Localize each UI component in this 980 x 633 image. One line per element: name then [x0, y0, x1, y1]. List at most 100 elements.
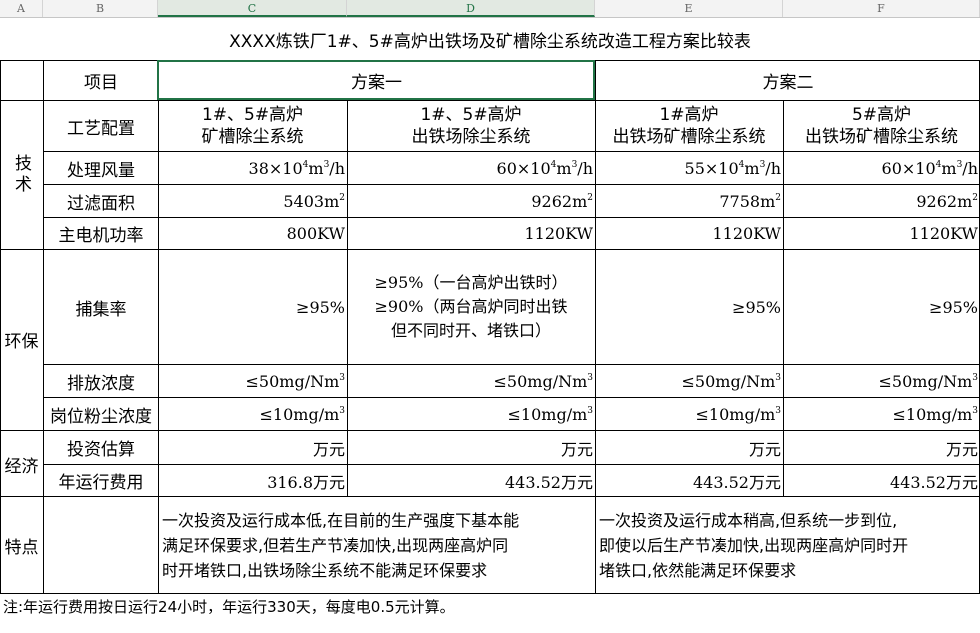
airflow-c-m3: 3	[323, 160, 330, 170]
process-e-line1: 1#高炉	[659, 105, 719, 125]
airflow-c-value: 38×10	[248, 158, 303, 178]
airflow-e-m3: 3	[759, 160, 766, 170]
capture-f[interactable]: ≥95%	[929, 297, 978, 317]
footnote[interactable]: 注:年运行费用按日运行24小时，年运行330天，每度电0.5元计算。	[3, 598, 455, 616]
label-capture[interactable]: 捕集率	[75, 299, 127, 320]
invest-d[interactable]: 万元	[560, 439, 593, 459]
header-plan1[interactable]: 方案一	[351, 73, 402, 93]
annual-d[interactable]: 443.52万元	[505, 472, 593, 492]
airflow-e-value: 55×10	[684, 158, 739, 178]
power-e[interactable]: 1120KW	[712, 224, 781, 243]
airflow-f[interactable]: 60×10 4 m 3/h	[783, 152, 980, 184]
dust-c[interactable]: ≤10mg/m 3	[158, 398, 347, 430]
area-c-sup: 2	[339, 193, 345, 203]
power-f[interactable]: 1120KW	[909, 224, 978, 243]
area-f-sup: 2	[972, 193, 978, 203]
annual-c[interactable]: 316.8万元	[267, 472, 345, 492]
area-c-value: 5403m	[283, 191, 340, 211]
airflow-e-m: m	[744, 158, 760, 178]
power-c[interactable]: 800KW	[286, 224, 345, 243]
process-c-line2: 矿槽除尘系统	[201, 127, 304, 147]
airflow-f-value: 60×10	[881, 158, 936, 178]
process-plan2-f[interactable]: 5#高炉 出铁场矿槽除尘系统	[783, 101, 980, 151]
area-e-sup: 2	[775, 193, 781, 203]
dust-e-value: ≤10mg/m	[695, 404, 776, 424]
header-plan2[interactable]: 方案二	[762, 73, 814, 93]
column-header-e[interactable]: E	[595, 0, 783, 17]
area-e[interactable]: 7758m 2	[595, 185, 783, 217]
column-header-c[interactable]: C	[158, 0, 347, 17]
airflow-d[interactable]: 60×10 4 m 3/h	[347, 152, 595, 184]
airflow-c[interactable]: 38×10 4 m 3/h	[158, 152, 347, 184]
capture-c[interactable]: ≥95%	[296, 297, 345, 317]
invest-f[interactable]: 万元	[945, 439, 978, 459]
area-f-value: 9262m	[916, 191, 973, 211]
group-tech[interactable]: 技术	[11, 153, 31, 196]
capture-e[interactable]: ≥95%	[732, 297, 781, 317]
dust-f[interactable]: ≤10mg/m 3	[783, 398, 980, 430]
airflow-e[interactable]: 55×10 4 m 3/h	[595, 152, 783, 184]
power-d[interactable]: 1120KW	[524, 224, 593, 243]
emission-c[interactable]: ≤50mg/Nm 3	[158, 365, 347, 397]
label-annual[interactable]: 年运行费用	[58, 473, 144, 493]
label-invest[interactable]: 投资估算	[67, 440, 135, 460]
feature-plan1-line3: 时开堵铁口,出铁场除尘系统不能满足环保要求	[162, 560, 488, 580]
feature-plan1[interactable]: 一次投资及运行成本低,在目前的生产强度下基本能 满足环保要求,但若生产节凑加快,…	[158, 497, 595, 593]
dust-c-sup: 3	[339, 406, 345, 416]
airflow-d-value: 60×10	[496, 158, 551, 178]
label-area[interactable]: 过滤面积	[67, 193, 135, 214]
annual-f[interactable]: 443.52万元	[890, 472, 978, 492]
emission-d-sup: 3	[587, 373, 593, 383]
area-c[interactable]: 5403m 2	[158, 185, 347, 217]
process-d-line2: 出铁场除尘系统	[411, 127, 531, 147]
airflow-f-m: m	[941, 158, 957, 178]
emission-f-sup: 3	[972, 373, 978, 383]
airflow-e-unit: /h	[765, 158, 781, 178]
feature-plan2[interactable]: 一次投资及运行成本稍高,但系统一步到位, 即使以后生产节凑加快,出现两座高炉同时…	[595, 497, 980, 593]
airflow-c-m: m	[308, 158, 324, 178]
process-plan1-d[interactable]: 1#、5#高炉 出铁场除尘系统	[347, 101, 595, 151]
label-emission[interactable]: 排放浓度	[67, 373, 135, 394]
process-f-line1: 5#高炉	[851, 105, 912, 125]
area-d-value: 9262m	[531, 191, 588, 211]
annual-e[interactable]: 443.52万元	[693, 472, 781, 492]
emission-f[interactable]: ≤50mg/Nm 3	[783, 365, 980, 397]
invest-c[interactable]: 万元	[312, 439, 345, 459]
column-header-a[interactable]: A	[0, 0, 43, 17]
capture-d[interactable]: ≥95%（一台高炉出铁时） ≥90%（两台高炉同时出铁 但不同时开、堵铁口）	[347, 250, 595, 364]
selection-box[interactable]	[157, 60, 595, 100]
header-item[interactable]: 项目	[84, 73, 118, 93]
dust-c-value: ≤10mg/m	[259, 404, 340, 424]
dust-d-value: ≤10mg/m	[507, 404, 588, 424]
dust-d[interactable]: ≤10mg/m 3	[347, 398, 595, 430]
column-header-f[interactable]: F	[783, 0, 980, 17]
label-process[interactable]: 工艺配置	[67, 118, 135, 139]
area-d[interactable]: 9262m 2	[347, 185, 595, 217]
group-econ[interactable]: 经济	[4, 456, 39, 477]
airflow-d-m: m	[556, 158, 572, 178]
emission-e[interactable]: ≤50mg/Nm 3	[595, 365, 783, 397]
label-power[interactable]: 主电机功率	[58, 226, 144, 246]
label-airflow[interactable]: 处理风量	[67, 160, 135, 181]
feature-plan1-line2: 满足环保要求,但若生产节凑加快,出现两座高炉同	[162, 535, 509, 555]
column-header-d[interactable]: D	[347, 0, 595, 17]
feature-plan2-line3: 堵铁口,依然能满足环保要求	[599, 560, 797, 580]
airflow-d-m3: 3	[571, 160, 578, 170]
dust-d-sup: 3	[587, 406, 593, 416]
process-plan1-c[interactable]: 1#、5#高炉 矿槽除尘系统	[158, 101, 347, 151]
feature-plan1-line1: 一次投资及运行成本低,在目前的生产强度下基本能	[162, 510, 520, 530]
column-header-b[interactable]: B	[43, 0, 158, 17]
process-plan2-e[interactable]: 1#高炉 出铁场矿槽除尘系统	[595, 101, 783, 151]
process-c-line1: 1#、5#高炉	[201, 105, 304, 125]
group-env[interactable]: 环保	[4, 332, 39, 352]
invest-e[interactable]: 万元	[748, 439, 781, 459]
capture-d-line3: 但不同时开、堵铁口）	[390, 321, 551, 340]
group-feature[interactable]: 特点	[4, 537, 39, 558]
airflow-f-exp: 4	[935, 160, 942, 170]
emission-d[interactable]: ≤50mg/Nm 3	[347, 365, 595, 397]
dust-e[interactable]: ≤10mg/m 3	[595, 398, 783, 430]
label-dust[interactable]: 岗位粉尘浓度	[50, 406, 152, 427]
area-f[interactable]: 9262m 2	[783, 185, 980, 217]
dust-e-sup: 3	[775, 406, 781, 416]
capture-d-line1: ≥95%（一台高炉出铁时）	[374, 273, 568, 292]
